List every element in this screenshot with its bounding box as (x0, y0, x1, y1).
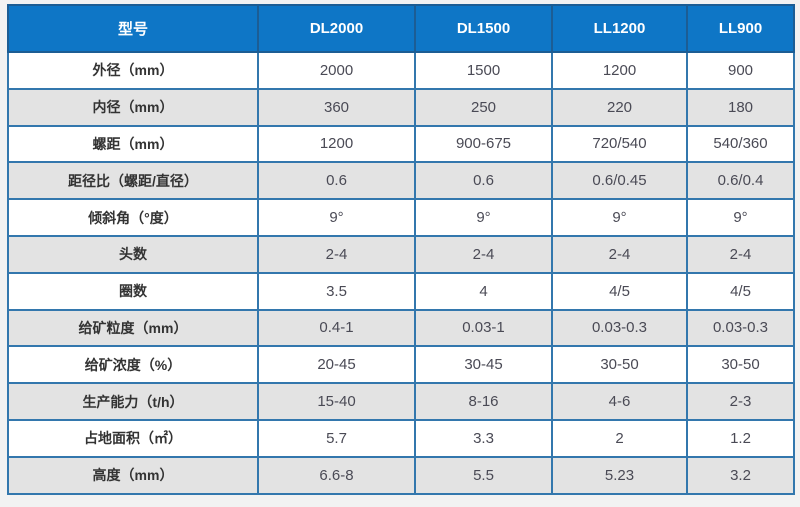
cell-value: 2-4 (414, 234, 553, 274)
table-row-inner-diameter: 内径（mm） 360 250 220 180 (7, 87, 795, 127)
table-row-pitch-diameter-ratio: 距径比（螺距/直径） 0.6 0.6 0.6/0.45 0.6/0.4 (7, 161, 795, 201)
cell-value: 1.2 (686, 418, 795, 458)
cell-value: 30-45 (414, 345, 553, 385)
header-cell-dl1500: DL1500 (414, 4, 553, 53)
cell-value: 1500 (414, 51, 553, 90)
row-label: 距径比（螺距/直径） (7, 161, 259, 201)
cell-value: 30-50 (551, 345, 688, 385)
cell-value: 720/540 (551, 124, 688, 164)
row-label: 内径（mm） (7, 87, 259, 127)
cell-value: 8-16 (414, 382, 553, 421)
table-row-turn-count: 圈数 3.5 4 4/5 4/5 (7, 271, 795, 311)
row-label: 圈数 (7, 271, 259, 311)
cell-value: 4/5 (686, 271, 795, 311)
row-label: 头数 (7, 234, 259, 274)
cell-value: 5.7 (257, 418, 416, 458)
cell-value: 5.23 (551, 455, 688, 495)
cell-value: 0.6 (257, 161, 416, 201)
row-label: 倾斜角（°度） (7, 198, 259, 237)
cell-value: 3.3 (414, 418, 553, 458)
cell-value: 0.4-1 (257, 308, 416, 348)
cell-value: 4-6 (551, 382, 688, 421)
cell-value: 9° (257, 198, 416, 237)
spec-table: 型号 DL2000 DL1500 LL1200 LL900 外径（mm） 200… (7, 4, 795, 495)
cell-value: 900-675 (414, 124, 553, 164)
header-cell-model: 型号 (7, 4, 259, 53)
header-cell-ll900: LL900 (686, 4, 795, 53)
cell-value: 250 (414, 87, 553, 127)
cell-value: 900 (686, 51, 795, 90)
cell-value: 0.6/0.45 (551, 161, 688, 201)
cell-value: 6.6-8 (257, 455, 416, 495)
cell-value: 4/5 (551, 271, 688, 311)
cell-value: 2-4 (686, 234, 795, 274)
spec-table-container: 型号 DL2000 DL1500 LL1200 LL900 外径（mm） 200… (7, 4, 795, 495)
header-row: 型号 DL2000 DL1500 LL1200 LL900 (7, 4, 795, 53)
table-row-floor-area: 占地面积（㎡） 5.7 3.3 2 1.2 (7, 418, 795, 458)
table-row-feed-concentration: 给矿浓度（%） 20-45 30-45 30-50 30-50 (7, 345, 795, 385)
table-row-feed-size: 给矿粒度（mm） 0.4-1 0.03-1 0.03-0.3 0.03-0.3 (7, 308, 795, 348)
cell-value: 30-50 (686, 345, 795, 385)
cell-value: 4 (414, 271, 553, 311)
header-cell-dl2000: DL2000 (257, 4, 416, 53)
cell-value: 2-3 (686, 382, 795, 421)
cell-value: 180 (686, 87, 795, 127)
cell-value: 3.5 (257, 271, 416, 311)
cell-value: 0.6 (414, 161, 553, 201)
cell-value: 2 (551, 418, 688, 458)
cell-value: 5.5 (414, 455, 553, 495)
cell-value: 1200 (257, 124, 416, 164)
cell-value: 0.03-0.3 (686, 308, 795, 348)
table-row-head-count: 头数 2-4 2-4 2-4 2-4 (7, 234, 795, 274)
table-row-incline-angle: 倾斜角（°度） 9° 9° 9° 9° (7, 198, 795, 237)
row-label: 外径（mm） (7, 51, 259, 90)
table-row-capacity: 生产能力（t/h） 15-40 8-16 4-6 2-3 (7, 382, 795, 421)
cell-value: 2-4 (257, 234, 416, 274)
cell-value: 9° (551, 198, 688, 237)
cell-value: 0.6/0.4 (686, 161, 795, 201)
cell-value: 1200 (551, 51, 688, 90)
table-row-height: 高度（mm） 6.6-8 5.5 5.23 3.2 (7, 455, 795, 495)
table-row-outer-diameter: 外径（mm） 2000 1500 1200 900 (7, 51, 795, 90)
cell-value: 9° (686, 198, 795, 237)
row-label: 高度（mm） (7, 455, 259, 495)
cell-value: 2000 (257, 51, 416, 90)
cell-value: 220 (551, 87, 688, 127)
cell-value: 540/360 (686, 124, 795, 164)
cell-value: 20-45 (257, 345, 416, 385)
row-label: 生产能力（t/h） (7, 382, 259, 421)
cell-value: 360 (257, 87, 416, 127)
table-row-pitch: 螺距（mm） 1200 900-675 720/540 540/360 (7, 124, 795, 164)
cell-value: 0.03-0.3 (551, 308, 688, 348)
row-label: 给矿粒度（mm） (7, 308, 259, 348)
cell-value: 15-40 (257, 382, 416, 421)
row-label: 给矿浓度（%） (7, 345, 259, 385)
cell-value: 2-4 (551, 234, 688, 274)
row-label: 螺距（mm） (7, 124, 259, 164)
cell-value: 9° (414, 198, 553, 237)
cell-value: 3.2 (686, 455, 795, 495)
cell-value: 0.03-1 (414, 308, 553, 348)
row-label: 占地面积（㎡） (7, 418, 259, 458)
header-cell-ll1200: LL1200 (551, 4, 688, 53)
